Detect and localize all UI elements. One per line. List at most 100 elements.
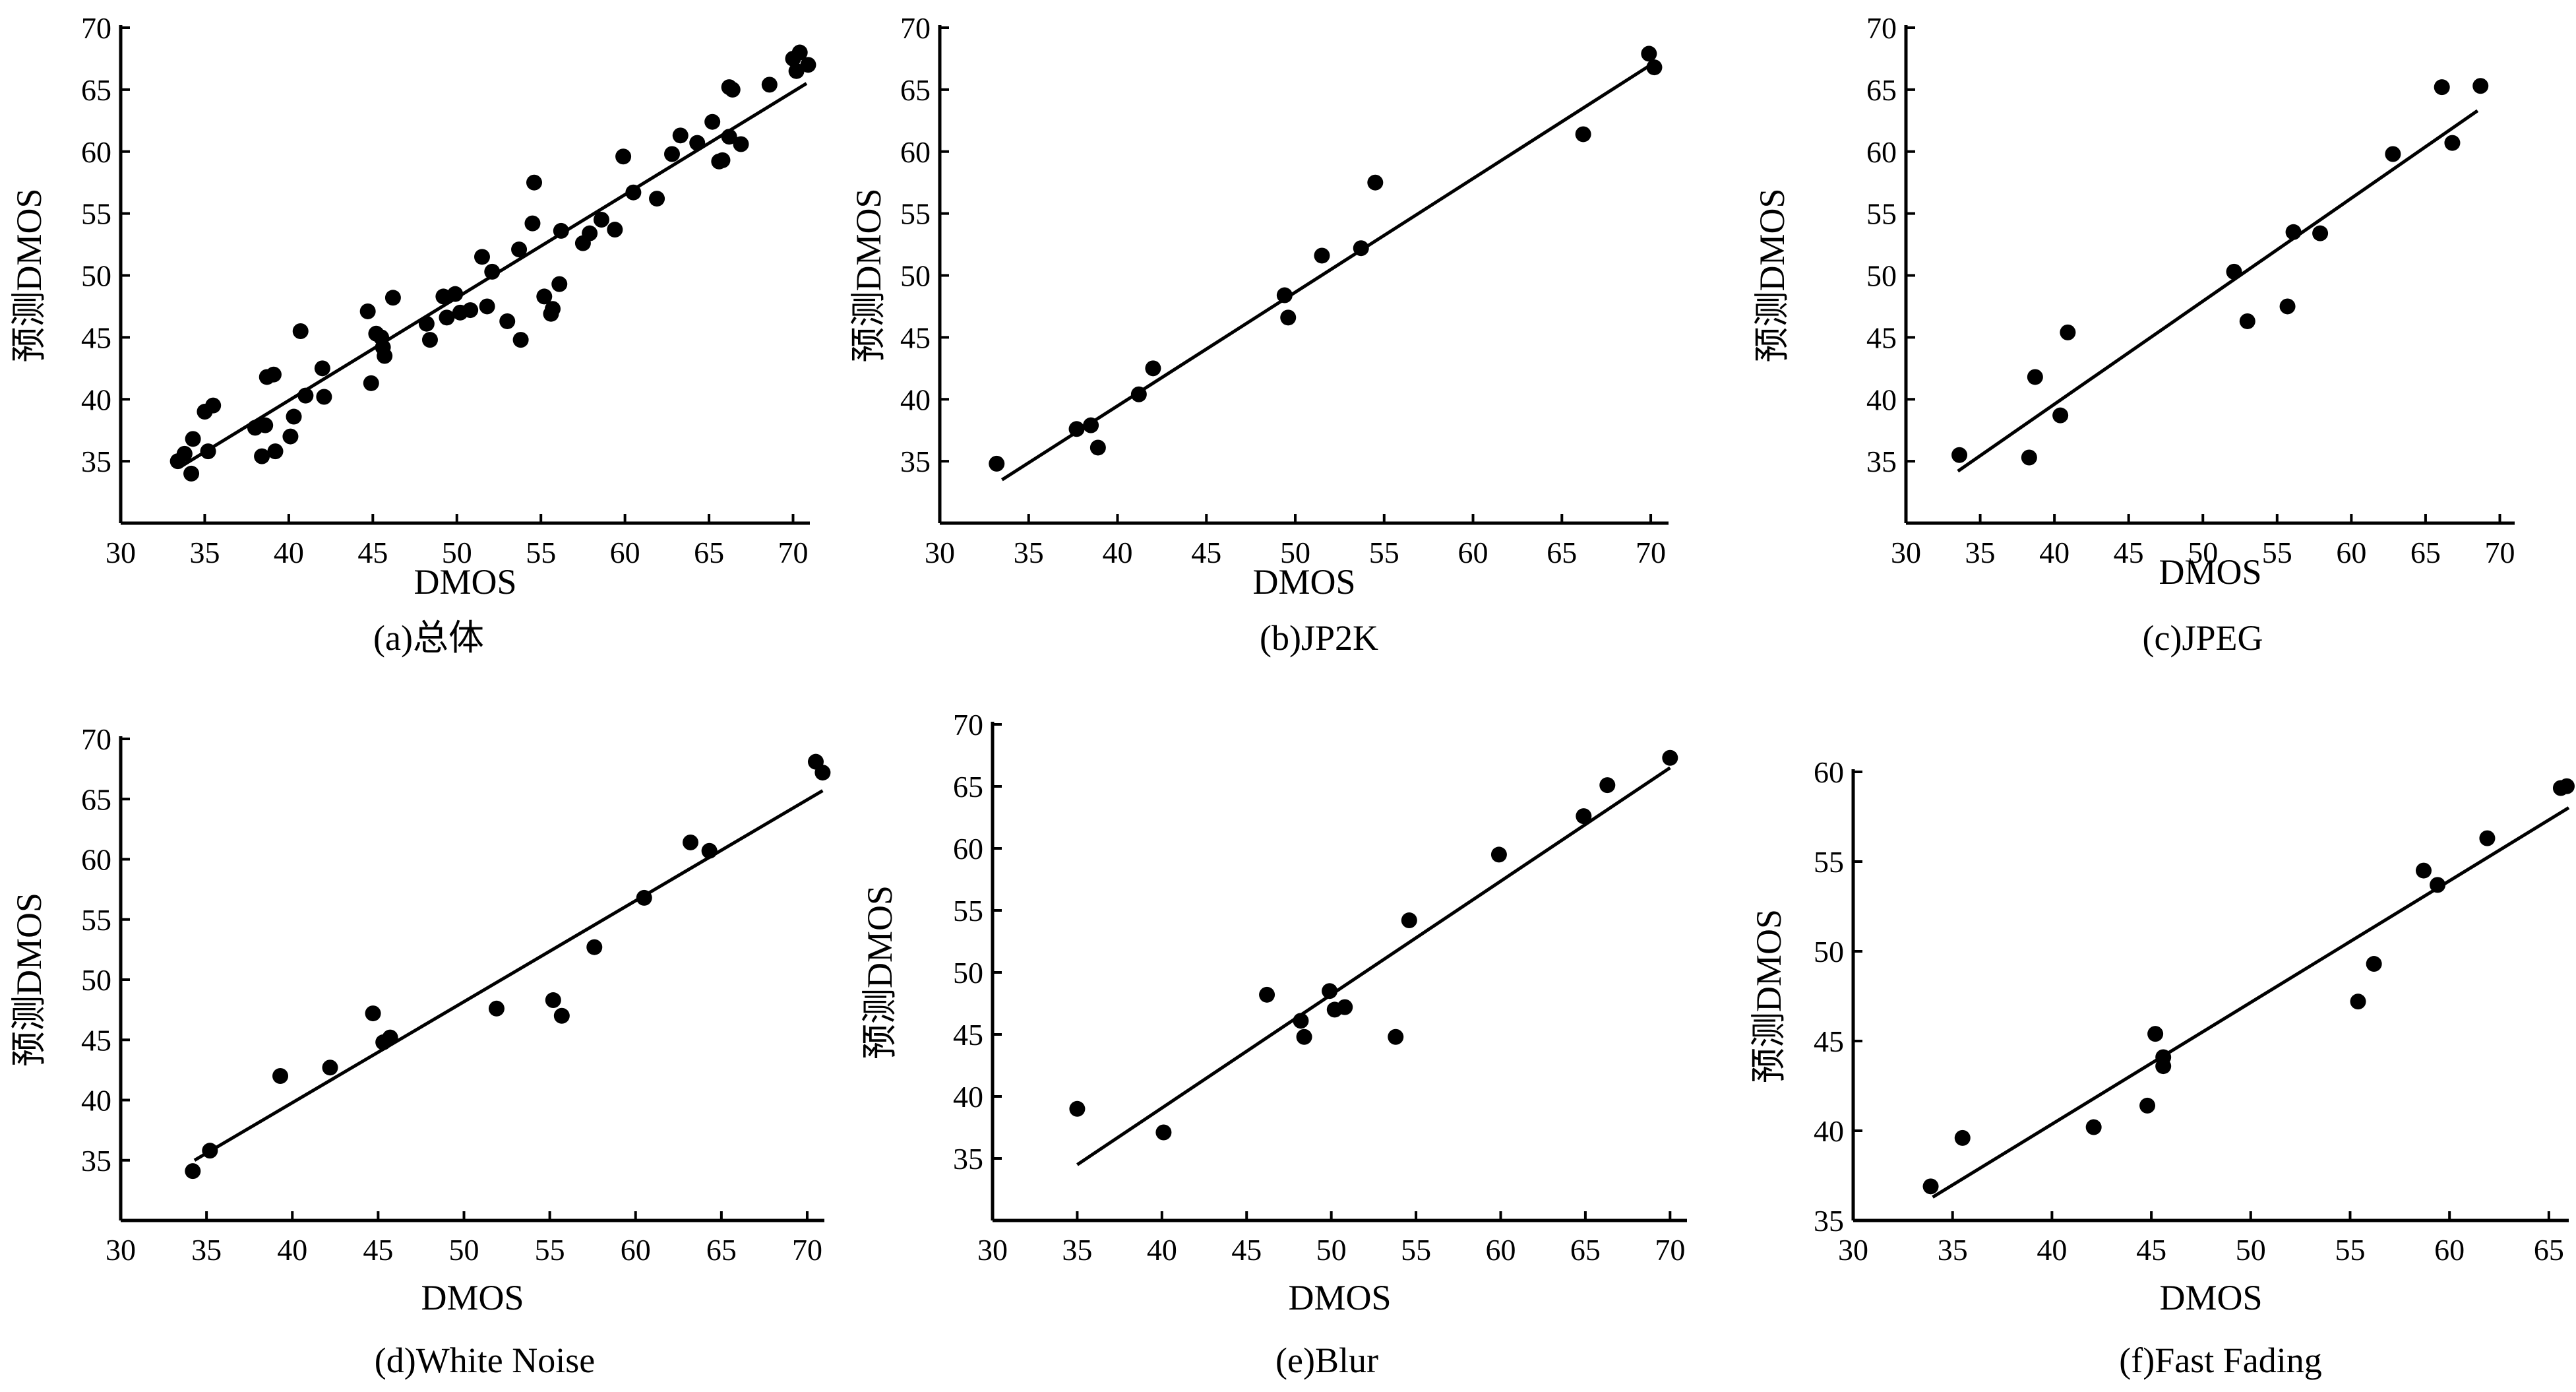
x-axis-title: DMOS	[421, 1278, 524, 1317]
y-tick-label: 40	[1866, 383, 1897, 416]
data-point	[1646, 59, 1663, 76]
regression-line	[1076, 766, 1671, 1166]
x-tick-label: 35	[1062, 1233, 1092, 1267]
regression-line	[193, 789, 824, 1162]
data-point	[292, 323, 309, 339]
data-point	[2430, 877, 2446, 893]
data-point	[1068, 421, 1085, 437]
y-tick-label: 65	[81, 73, 111, 107]
y-tick-label: 60	[81, 135, 111, 169]
regression-line	[1000, 63, 1652, 482]
x-axis-title: DMOS	[2159, 552, 2261, 592]
data-point	[545, 301, 561, 317]
data-point	[316, 389, 332, 405]
data-point	[462, 302, 479, 319]
y-axis-title: 预测DMOS	[1752, 188, 1792, 362]
y-tick-label: 50	[900, 259, 931, 293]
x-tick-label: 60	[1485, 1233, 1516, 1267]
y-tick-label: 40	[900, 383, 931, 416]
scatter-panel: 30 35 40 45 50 55 60 65 70 35 40 45 50 55 60 65 70 DMOS 预测…	[9, 11, 816, 658]
x-axis-title: DMOS	[2159, 1278, 2262, 1317]
data-point	[1662, 749, 1678, 766]
y-tick-label: 65	[900, 73, 931, 107]
scatter-panel: 30 35 40 45 50 55 60 65 70 35 40 45 50 55 60 65 70 DMOS 预测…	[849, 11, 1669, 658]
x-tick-label: 65	[1570, 1233, 1601, 1267]
data-point	[2027, 369, 2043, 385]
panel-caption: (a)总体	[373, 618, 484, 658]
data-point	[636, 889, 652, 906]
data-point	[2312, 225, 2329, 241]
data-point	[689, 135, 706, 151]
y-tick-label: 40	[81, 383, 111, 416]
data-point	[257, 417, 274, 433]
x-tick-label: 65	[694, 536, 724, 569]
y-tick-label: 35	[900, 445, 931, 478]
data-point	[1280, 309, 1297, 326]
data-point	[2052, 407, 2069, 424]
x-axis-title: DMOS	[1288, 1278, 1391, 1317]
y-tick-label: 55	[1866, 197, 1897, 231]
y-tick-label: 70	[900, 11, 931, 45]
y-tick-label: 35	[1814, 1204, 1844, 1238]
data-point	[683, 834, 699, 850]
y-tick-label: 60	[900, 135, 931, 169]
x-tick-label: 40	[277, 1233, 307, 1267]
data-point	[363, 375, 379, 391]
data-point	[704, 113, 721, 130]
y-tick-label: 45	[81, 321, 111, 354]
y-tick-label: 55	[953, 894, 983, 928]
data-point	[2021, 449, 2037, 466]
data-point	[1337, 999, 1353, 1015]
data-point	[1575, 126, 1591, 142]
x-tick-label: 45	[1191, 536, 1221, 569]
data-point	[286, 408, 302, 425]
x-tick-label: 60	[610, 536, 640, 569]
data-point	[474, 249, 490, 265]
data-point	[1599, 777, 1616, 794]
x-tick-label: 40	[1147, 1233, 1177, 1267]
data-point	[586, 939, 603, 955]
x-tick-label: 60	[621, 1233, 651, 1267]
data-point	[526, 174, 542, 191]
data-point	[714, 152, 731, 168]
data-point	[479, 298, 495, 315]
data-point	[512, 332, 529, 348]
data-point	[183, 465, 200, 482]
y-tick-label: 70	[81, 722, 111, 756]
data-point	[1083, 417, 1099, 433]
data-point	[2147, 1026, 2164, 1042]
x-tick-label: 50	[442, 536, 472, 569]
y-tick-label: 40	[81, 1084, 111, 1118]
y-tick-label: 60	[1814, 755, 1844, 789]
data-point	[649, 191, 665, 207]
data-point	[2060, 324, 2076, 340]
y-tick-label: 60	[1866, 135, 1897, 169]
data-point	[488, 1000, 505, 1017]
scatter-panel: 30 35 40 45 50 55 60 65 70 35 40 45 50 55 60 65 70 DMOS 预测…	[1752, 11, 2515, 658]
x-tick-label: 70	[2484, 536, 2515, 569]
x-axis-title: DMOS	[414, 562, 516, 602]
x-tick-label: 60	[2434, 1233, 2465, 1267]
y-tick-label: 55	[81, 903, 111, 937]
x-tick-label: 30	[977, 1233, 1008, 1267]
x-tick-label: 60	[1458, 536, 1488, 569]
x-tick-label: 50	[2188, 536, 2218, 569]
data-point	[721, 129, 737, 145]
x-tick-label: 50	[2236, 1233, 2266, 1267]
data-point	[672, 127, 689, 144]
panel-caption: (b)JP2K	[1260, 618, 1378, 658]
y-tick-label: 70	[953, 708, 983, 742]
data-point	[664, 146, 680, 162]
y-tick-label: 40	[1814, 1114, 1844, 1148]
x-tick-label: 65	[1547, 536, 1577, 569]
data-point	[2139, 1097, 2156, 1114]
data-point	[2350, 994, 2366, 1010]
y-tick-label: 35	[81, 1144, 111, 1178]
data-point	[1293, 1013, 1309, 1029]
x-tick-label: 60	[2336, 536, 2366, 569]
y-tick-label: 55	[900, 197, 931, 231]
y-tick-label: 50	[1866, 259, 1897, 293]
x-tick-label: 70	[1636, 536, 1666, 569]
panel-caption: (c)JPEG	[2143, 618, 2263, 658]
